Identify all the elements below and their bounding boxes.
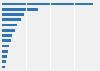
Bar [2,29,15,32]
Bar [2,45,9,47]
Bar [2,66,4,68]
Bar [2,55,7,58]
Bar [2,13,24,16]
Bar [2,24,17,26]
Bar [2,18,20,21]
Bar [2,39,11,42]
Bar [2,34,12,37]
Bar [2,3,93,5]
Bar [2,50,8,53]
Bar [2,8,38,11]
Bar [2,60,6,63]
